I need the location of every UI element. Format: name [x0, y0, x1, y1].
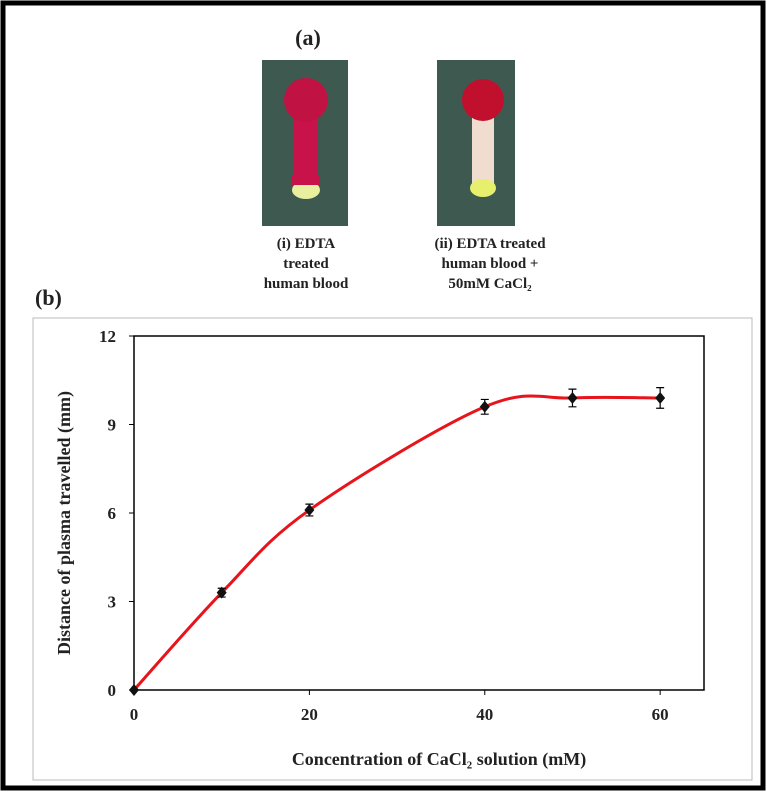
panel-label: (b) [35, 285, 62, 310]
y-tick-label: 3 [108, 593, 117, 612]
x-tick-label: 20 [301, 705, 318, 724]
photo-caption: (i) EDTA [277, 236, 336, 252]
photo-caption: treated [283, 256, 329, 272]
y-tick-label: 12 [99, 327, 116, 346]
x-axis-label: Concentration of CaCl₂ solution (mM) [292, 749, 586, 770]
y-tick-label: 6 [108, 504, 117, 523]
y-tick-label: 0 [108, 681, 117, 700]
photo-caption: human blood [264, 276, 349, 292]
photo [437, 60, 515, 226]
figure: (a) (b) (i) EDTA treated human blood (ii) E… [0, 0, 767, 792]
photo-caption: human blood + [442, 256, 539, 272]
y-tick-label: 9 [108, 416, 117, 435]
x-tick-label: 0 [130, 705, 139, 724]
photo-caption: 50mM CaCl₂ [448, 276, 532, 292]
y-axis-label: Distance of plasma travelled (mm) [54, 391, 75, 655]
panel-label: (a) [295, 25, 321, 50]
photo-caption: (ii) EDTA treated [434, 236, 546, 252]
x-tick-label: 60 [652, 705, 669, 724]
x-tick-label: 40 [476, 705, 493, 724]
chart-frame [33, 318, 752, 780]
photo [262, 60, 348, 226]
